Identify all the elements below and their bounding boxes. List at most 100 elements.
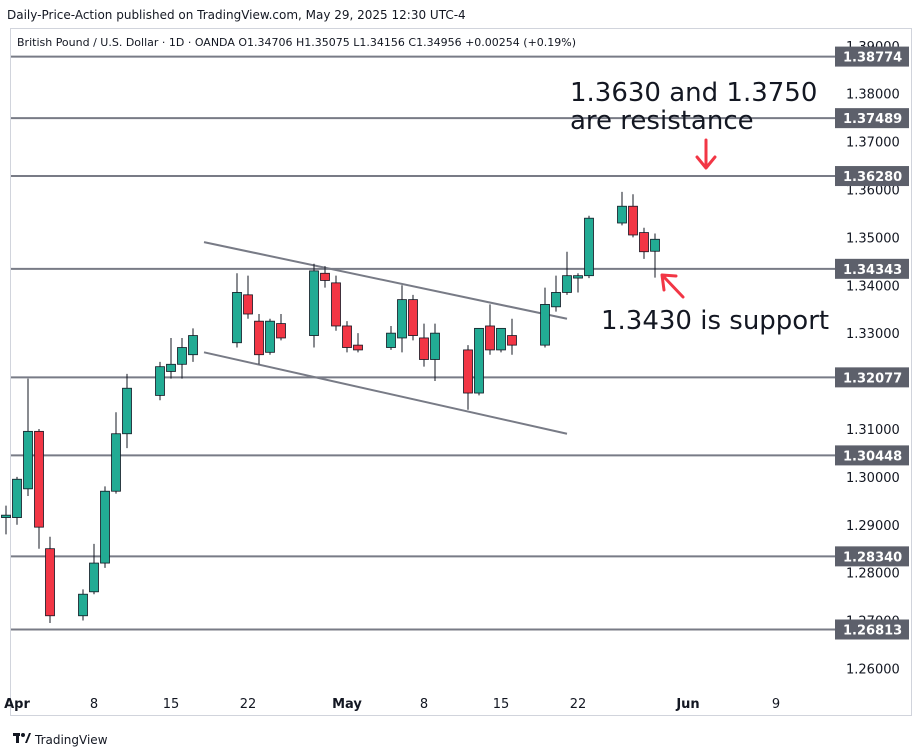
candle-up[interactable] bbox=[474, 327, 484, 396]
candle-up[interactable] bbox=[232, 273, 242, 348]
candle-down[interactable] bbox=[331, 275, 341, 331]
support-annotation-text: 1.3430 is support bbox=[601, 306, 829, 336]
x-tick-label: 8 bbox=[420, 697, 428, 712]
level-price-badge bbox=[835, 546, 909, 567]
candle-up[interactable] bbox=[111, 412, 121, 494]
level-price-label: 1.26813 bbox=[843, 624, 902, 639]
level-price-badge bbox=[835, 166, 909, 187]
x-tick-label: Jun bbox=[675, 697, 699, 712]
y-tick-label: 1.31000 bbox=[846, 423, 900, 438]
candle-up[interactable] bbox=[23, 378, 33, 497]
level-badges: 1.38774 1.37489 1.36280 1.34343 1.32077 1.304… bbox=[835, 46, 909, 640]
candle-up[interactable] bbox=[166, 337, 176, 379]
candle-up[interactable] bbox=[573, 273, 583, 293]
y-tick-label: 1.38000 bbox=[846, 88, 900, 103]
candle-down[interactable] bbox=[485, 304, 495, 355]
level-price-label: 1.28340 bbox=[843, 550, 902, 565]
ohlc-high: H1.35075 bbox=[296, 36, 350, 49]
candle-down[interactable] bbox=[353, 333, 363, 353]
x-tick-label: May bbox=[332, 697, 362, 712]
candle-up[interactable] bbox=[430, 323, 440, 382]
channel-trendline[interactable] bbox=[203, 351, 568, 435]
candle-up[interactable] bbox=[1, 505, 11, 535]
level-price-label: 1.32077 bbox=[843, 371, 902, 386]
candle-up[interactable] bbox=[650, 233, 660, 278]
candle-down[interactable] bbox=[254, 313, 264, 365]
footer-brand[interactable]: TradingView bbox=[35, 732, 108, 747]
candle-up[interactable] bbox=[562, 251, 572, 295]
candle-up[interactable] bbox=[540, 287, 550, 348]
candle-up[interactable] bbox=[386, 325, 396, 350]
candle-up[interactable] bbox=[155, 361, 165, 401]
candle-up[interactable] bbox=[309, 263, 319, 348]
candle-down[interactable] bbox=[342, 321, 352, 353]
symbol-name[interactable]: British Pound / U.S. Dollar · 1D · OANDA bbox=[17, 36, 235, 49]
level-price-badge bbox=[835, 619, 909, 640]
candle-up[interactable] bbox=[617, 191, 627, 226]
candle-up[interactable] bbox=[89, 543, 99, 595]
levels-layer bbox=[11, 55, 835, 631]
candle-down[interactable] bbox=[507, 318, 517, 355]
down-arrow-icon bbox=[695, 138, 717, 170]
candle-down[interactable] bbox=[463, 345, 473, 410]
y-tick-label: 1.28000 bbox=[846, 567, 900, 582]
level-price-badge bbox=[835, 258, 909, 279]
level-price-badge bbox=[835, 367, 909, 388]
y-tick-label: 1.35000 bbox=[846, 231, 900, 246]
candle-down[interactable] bbox=[243, 275, 253, 319]
level-price-label: 1.38774 bbox=[843, 51, 902, 66]
ohlc-open: O1.34706 bbox=[238, 36, 293, 49]
ohlc-close: C1.34956 bbox=[408, 36, 462, 49]
candles-layer bbox=[1, 191, 660, 623]
y-tick-label: 1.26000 bbox=[846, 662, 900, 677]
channel-trendline[interactable] bbox=[203, 241, 568, 320]
candle-up[interactable] bbox=[78, 589, 88, 621]
x-tick-label: Apr bbox=[4, 697, 30, 712]
level-price-label: 1.36280 bbox=[843, 170, 902, 185]
y-tick-label: 1.34000 bbox=[846, 279, 900, 294]
candle-down[interactable] bbox=[34, 428, 44, 549]
candle-up[interactable] bbox=[496, 327, 506, 353]
y-tick-label: 1.36000 bbox=[846, 183, 900, 198]
candle-down[interactable] bbox=[408, 294, 418, 341]
y-tick-label: 1.29000 bbox=[846, 519, 900, 534]
candle-up[interactable] bbox=[177, 337, 187, 379]
level-price-badge bbox=[835, 445, 909, 466]
up-arrow-icon bbox=[660, 273, 685, 299]
x-tick-label: 22 bbox=[240, 697, 257, 712]
candle-up[interactable] bbox=[100, 486, 110, 568]
y-tick-label: 1.33000 bbox=[846, 327, 900, 342]
x-tick-label: 8 bbox=[90, 697, 98, 712]
published-header: Daily-Price-Action published on TradingV… bbox=[7, 8, 466, 22]
candle-up[interactable] bbox=[397, 285, 407, 353]
level-price-badge bbox=[835, 108, 909, 129]
candle-up[interactable] bbox=[584, 215, 594, 279]
candle-up[interactable] bbox=[551, 275, 561, 312]
x-tick-label: 9 bbox=[772, 697, 780, 712]
x-tick-label: 15 bbox=[493, 697, 510, 712]
x-tick-label: 22 bbox=[570, 697, 587, 712]
x-tick-label: 15 bbox=[163, 697, 180, 712]
level-price-badge bbox=[835, 46, 909, 67]
symbol-info-line: British Pound / U.S. Dollar · 1D · OANDA… bbox=[17, 36, 576, 49]
candle-up[interactable] bbox=[265, 318, 275, 355]
y-tick-label: 1.30000 bbox=[846, 471, 900, 486]
resistance-annotation-text: 1.3630 and 1.3750 bbox=[570, 78, 817, 108]
candle-down[interactable] bbox=[45, 536, 55, 623]
candle-down[interactable] bbox=[320, 266, 330, 288]
tradingview-logo-icon[interactable] bbox=[13, 732, 31, 747]
candle-down[interactable] bbox=[639, 227, 649, 259]
candle-down[interactable] bbox=[419, 323, 429, 367]
y-axis: 1.260001.270001.280001.290001.300001.310… bbox=[846, 40, 900, 678]
level-price-label: 1.30448 bbox=[843, 449, 902, 464]
candle-down[interactable] bbox=[276, 313, 286, 341]
candle-up[interactable] bbox=[12, 476, 22, 525]
resistance-annotation-text: are resistance bbox=[570, 106, 754, 136]
footer: TradingView bbox=[13, 732, 108, 747]
ohlc-change: +0.00254 (+0.19%) bbox=[465, 36, 577, 49]
candle-down[interactable] bbox=[628, 194, 638, 238]
candle-up[interactable] bbox=[188, 328, 198, 362]
candle-up[interactable] bbox=[122, 373, 132, 449]
